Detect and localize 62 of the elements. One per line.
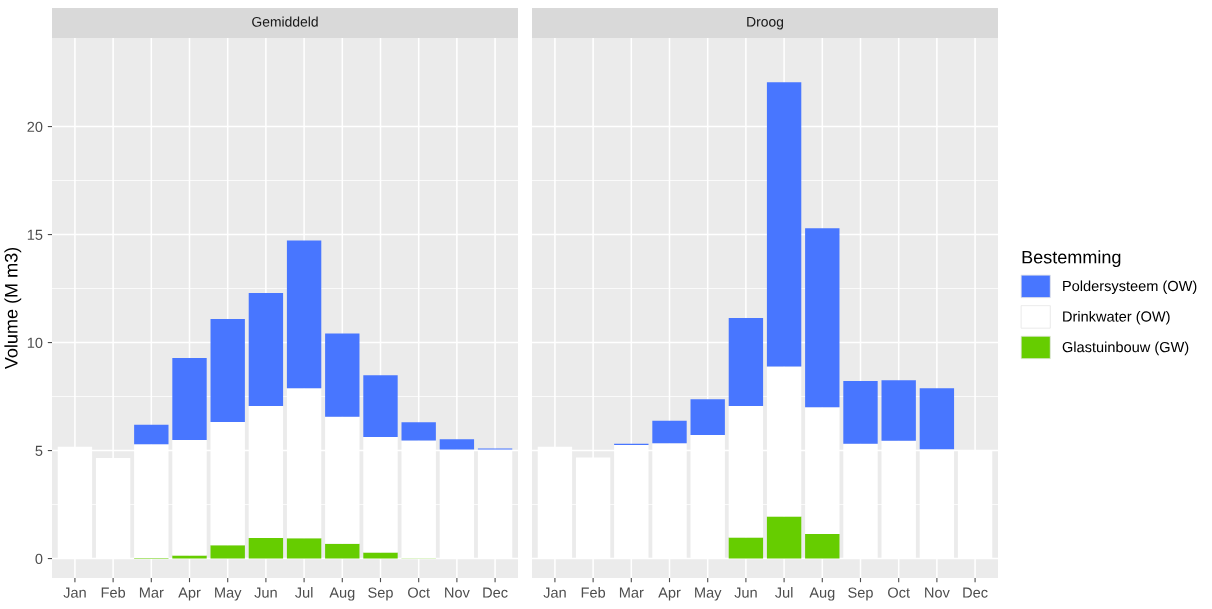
bar — [363, 552, 398, 559]
x-tick-label: Sep — [368, 587, 393, 601]
bar — [401, 422, 436, 441]
bar — [172, 555, 207, 559]
bar — [172, 357, 207, 440]
x-tick-label: Dec — [963, 587, 988, 598]
y-tick-label: 20 — [27, 121, 43, 132]
bar — [248, 538, 284, 559]
bar — [325, 333, 360, 417]
bar — [134, 424, 169, 445]
bar — [690, 399, 725, 436]
bar — [881, 380, 916, 441]
bar — [805, 228, 840, 408]
bar — [728, 317, 764, 407]
y-tick-label: 0 — [35, 553, 43, 564]
x-tick-label: Feb — [581, 587, 606, 598]
y-tick-label: 5 — [35, 445, 43, 456]
bar — [805, 533, 840, 559]
bar — [248, 293, 284, 407]
x-tick-label: Mar — [139, 587, 164, 598]
bar — [325, 543, 360, 559]
x-tick-label: Jun — [734, 587, 757, 598]
x-tick-label: Apr — [178, 587, 201, 601]
x-tick-label: Jul — [775, 587, 793, 598]
x-tick-label: Apr — [658, 587, 681, 601]
bar — [843, 381, 878, 444]
bar — [728, 537, 764, 559]
legend-label: Glastuinbouw (GW) — [1062, 341, 1189, 356]
bar — [363, 375, 398, 437]
x-tick-label: Sep — [848, 587, 873, 601]
x-tick-label: May — [695, 587, 722, 601]
bar — [286, 240, 322, 389]
x-tick-label: Aug — [809, 587, 835, 601]
legend-label: Drinkwater (OW) — [1063, 310, 1170, 325]
y-axis-title: Volume (M m3) — [4, 247, 22, 370]
y-tick-label: 15 — [27, 229, 43, 240]
bar — [210, 545, 245, 559]
x-tick-label: Jun — [254, 587, 277, 598]
bar — [210, 319, 245, 423]
bar — [919, 388, 955, 450]
chart-title: Gemiddeld — [252, 16, 318, 27]
x-tick-label: Mar — [619, 587, 644, 598]
y-tick-label: 10 — [27, 337, 43, 348]
x-tick-label: Oct — [888, 587, 910, 598]
x-tick-label: Dec — [483, 587, 508, 598]
bar — [286, 538, 322, 559]
x-tick-label: May — [215, 587, 242, 601]
x-tick-label: Nov — [925, 587, 950, 598]
legend-label: Poldersysteem (OW) — [1063, 280, 1197, 295]
x-tick-label: Jul — [295, 587, 313, 598]
bar — [766, 516, 802, 559]
chart-title: Droog — [747, 17, 784, 30]
bar — [766, 82, 802, 367]
bar — [439, 439, 475, 450]
x-tick-label: Aug — [329, 587, 355, 601]
x-tick-label: Jan — [543, 587, 566, 598]
bar — [652, 420, 687, 444]
legend-title: Bestemming — [1022, 250, 1121, 268]
x-tick-label: Feb — [101, 587, 126, 598]
x-tick-label: Jan — [63, 587, 86, 598]
x-tick-label: Nov — [445, 587, 470, 598]
x-tick-label: Oct — [408, 587, 430, 598]
